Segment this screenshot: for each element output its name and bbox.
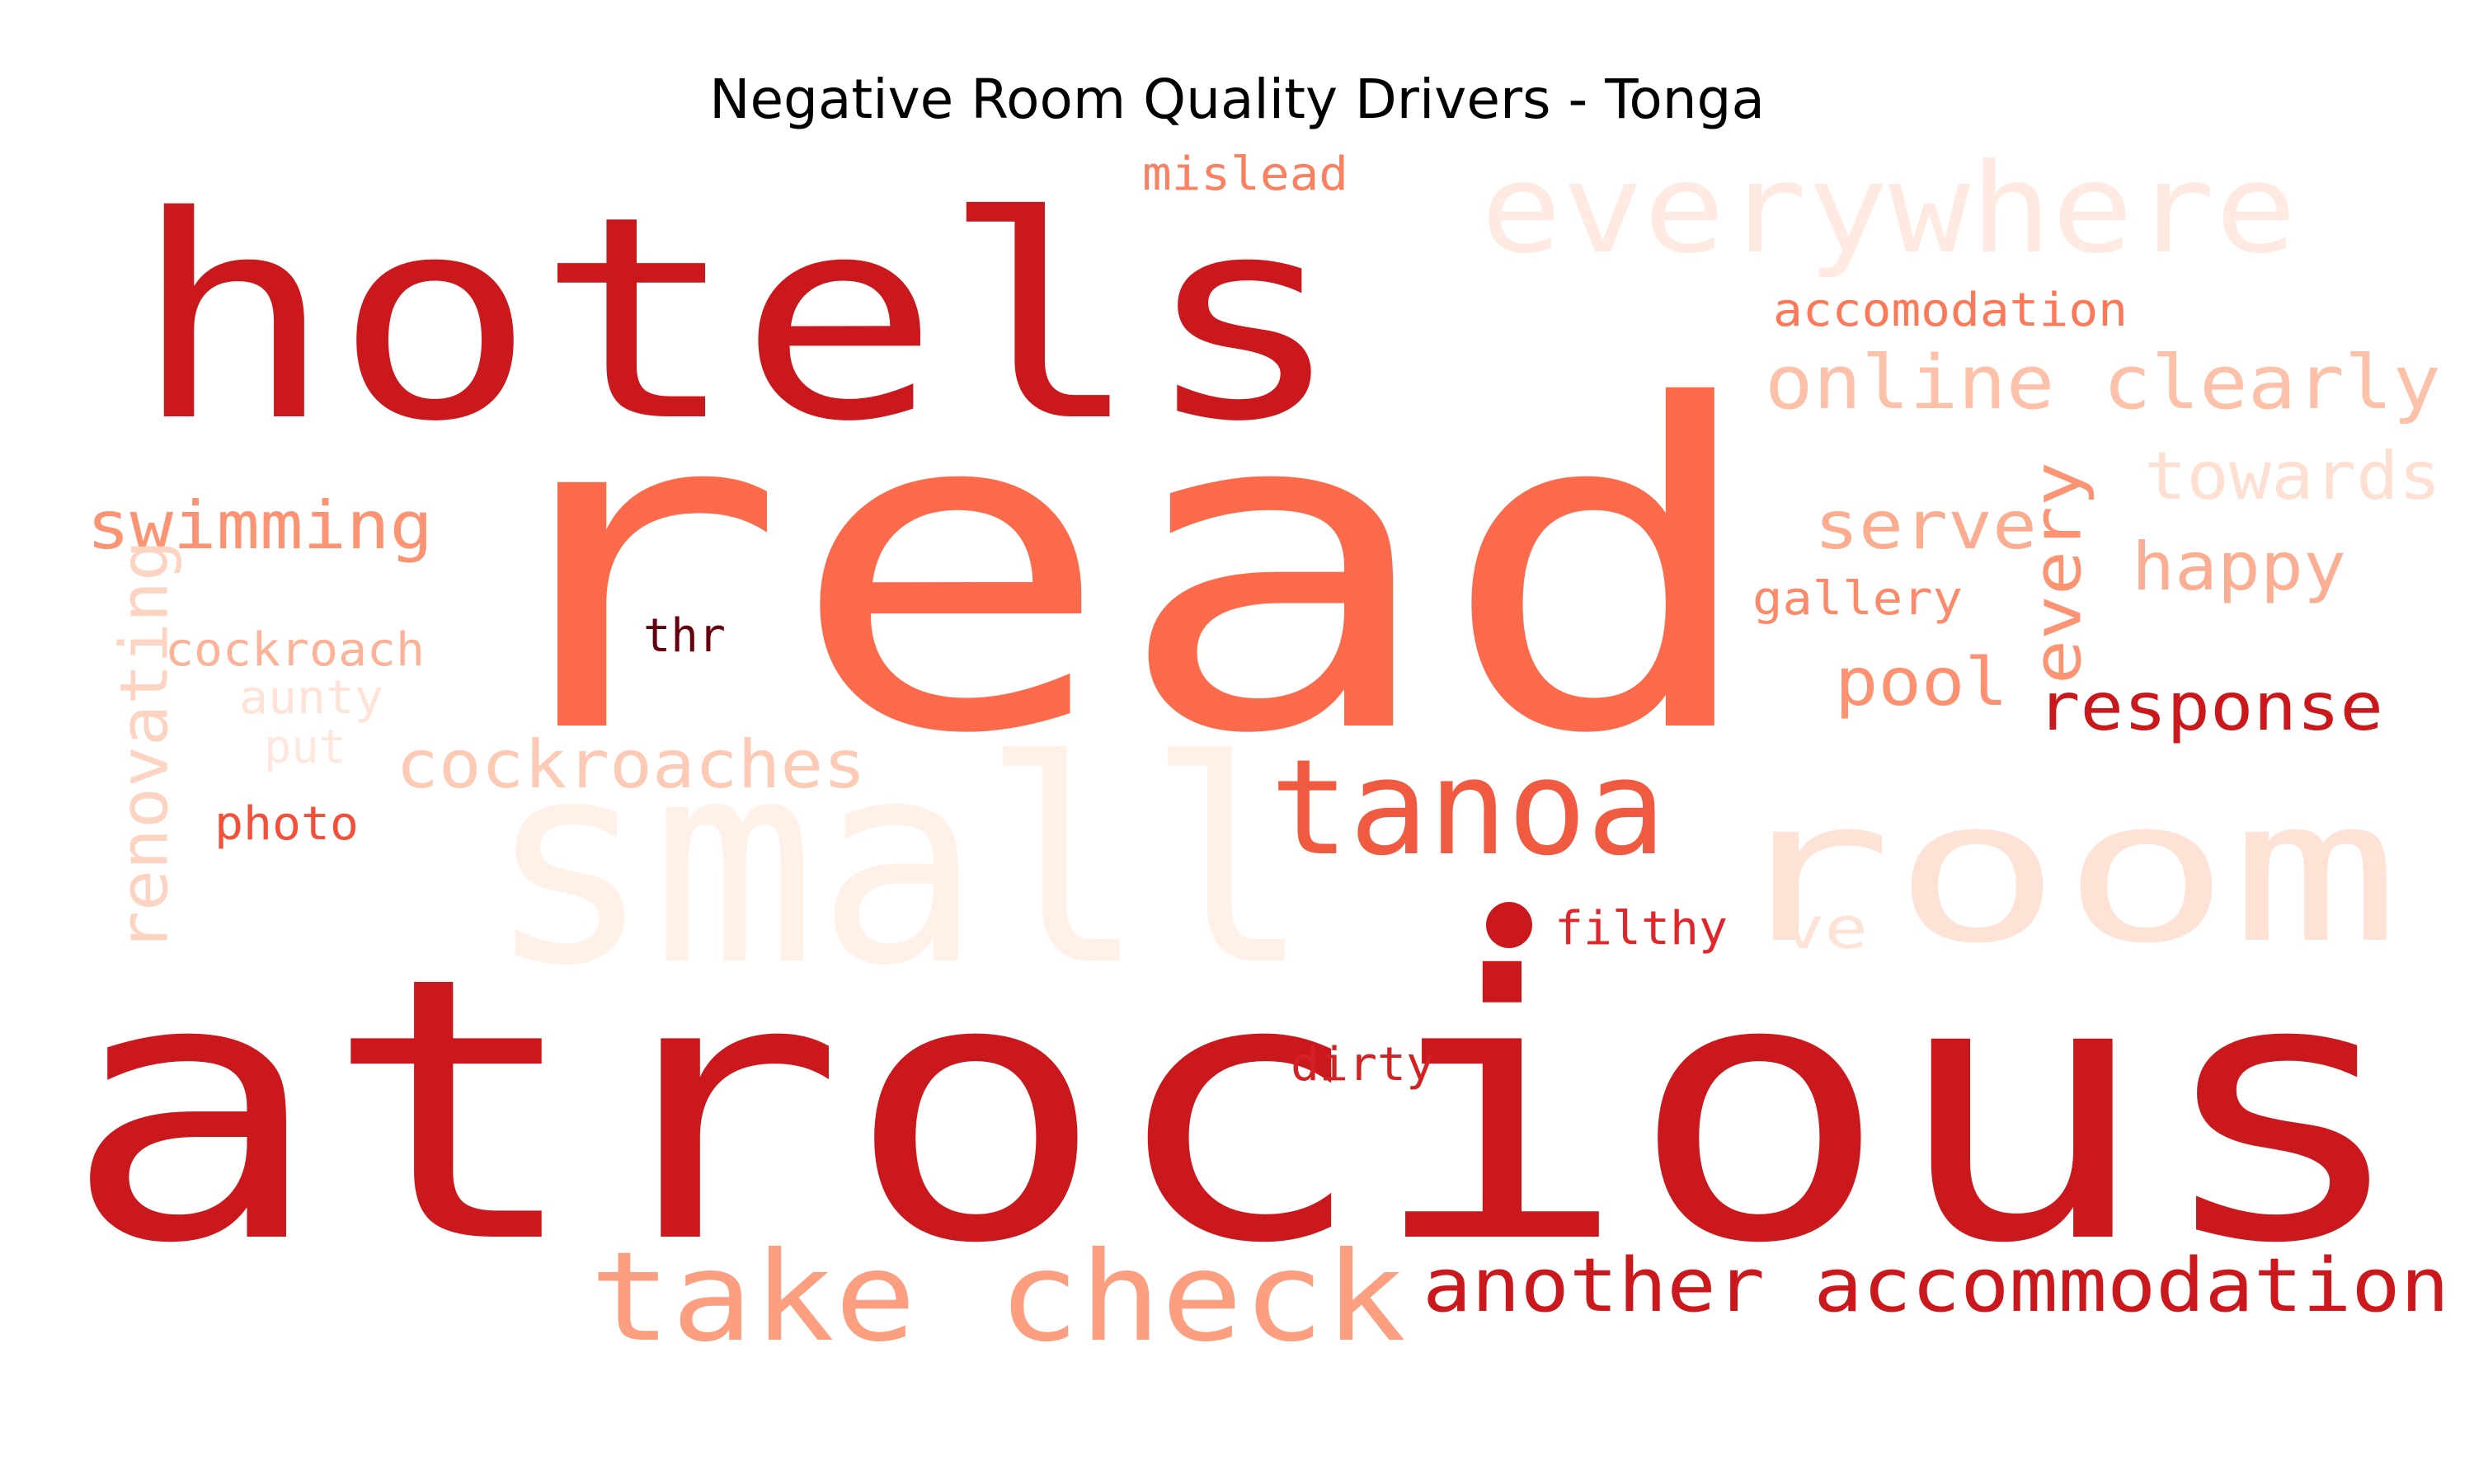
word-thr: thr: [643, 609, 726, 663]
word-take-check: take check: [590, 1226, 1406, 1369]
word-read: read: [462, 313, 1765, 831]
word-response: response: [2037, 669, 2383, 745]
word-pool: pool: [1835, 644, 2008, 721]
word-swimming: swimming: [87, 487, 433, 564]
word-towards: towards: [2144, 438, 2441, 514]
word-mislead: mislead: [1142, 148, 1348, 201]
word-renovating: renovating: [106, 540, 183, 952]
word-cockroach: cockroach: [165, 623, 425, 677]
word-everywhere: everywhere: [1480, 138, 2297, 281]
word-every: every: [2020, 462, 2096, 684]
word-serve: serve: [1814, 487, 2037, 564]
word-filthy: filthy: [1554, 902, 1728, 956]
word-dirty: dirty: [1291, 1038, 1435, 1092]
word-tanoa: tanoa: [1270, 730, 1666, 885]
word-dot: [1486, 902, 1532, 948]
word-online-clearly: online clearly: [1765, 340, 2441, 426]
word-happy: happy: [2132, 528, 2346, 605]
word-ve: ve: [1781, 895, 1868, 962]
word-photo: photo: [214, 797, 359, 851]
word-accomodation: accomodation: [1773, 284, 2128, 337]
word-gallery: gallery: [1752, 572, 1963, 626]
word-atrocious: atrocious: [62, 900, 2412, 1322]
word-put: put: [264, 721, 346, 774]
word-aunty: aunty: [239, 671, 383, 725]
word-cockroaches: cockroaches: [396, 726, 866, 803]
word-small: small: [487, 701, 1311, 1027]
word-room: room: [1724, 756, 2400, 987]
word-another-accommodation: another accommodation: [1423, 1242, 2449, 1329]
chart-title: Negative Room Quality Drivers - Tonga: [709, 68, 1765, 131]
word-hotels: hotels: [132, 157, 1344, 483]
